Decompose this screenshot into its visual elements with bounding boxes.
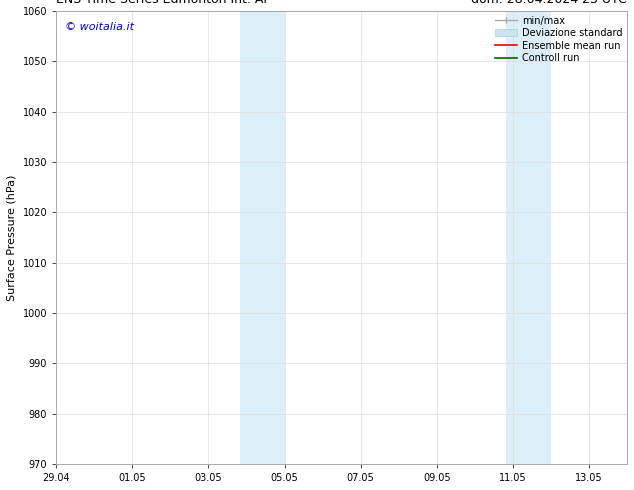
Legend: min/max, Deviazione standard, Ensemble mean run, Controll run: min/max, Deviazione standard, Ensemble m… bbox=[495, 16, 622, 63]
Bar bbox=[240, 11, 285, 464]
Text: dom. 28.04.2024 23 UTC: dom. 28.04.2024 23 UTC bbox=[471, 0, 627, 6]
Text: © woitalia.it: © woitalia.it bbox=[65, 22, 134, 32]
Y-axis label: Surface Pressure (hPa): Surface Pressure (hPa) bbox=[7, 174, 17, 301]
Text: ENS Time Series Edmonton Int. AP: ENS Time Series Edmonton Int. AP bbox=[56, 0, 271, 6]
Bar bbox=[507, 11, 551, 464]
